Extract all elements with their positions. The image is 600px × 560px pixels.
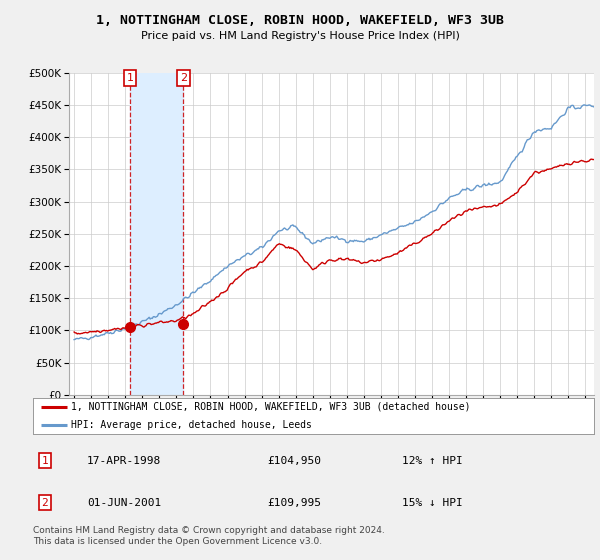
- Text: 15% ↓ HPI: 15% ↓ HPI: [402, 498, 463, 507]
- Text: 2: 2: [180, 73, 187, 83]
- Text: 2: 2: [41, 498, 49, 507]
- Text: Price paid vs. HM Land Registry's House Price Index (HPI): Price paid vs. HM Land Registry's House …: [140, 31, 460, 41]
- Text: 01-JUN-2001: 01-JUN-2001: [87, 498, 161, 507]
- Text: 1, NOTTINGHAM CLOSE, ROBIN HOOD, WAKEFIELD, WF3 3UB: 1, NOTTINGHAM CLOSE, ROBIN HOOD, WAKEFIE…: [96, 14, 504, 27]
- Text: £104,950: £104,950: [267, 456, 321, 465]
- Text: 17-APR-1998: 17-APR-1998: [87, 456, 161, 465]
- Text: £109,995: £109,995: [267, 498, 321, 507]
- Text: 1: 1: [127, 73, 134, 83]
- Text: Contains HM Land Registry data © Crown copyright and database right 2024.
This d: Contains HM Land Registry data © Crown c…: [33, 526, 385, 546]
- Text: 1: 1: [41, 456, 49, 465]
- Text: HPI: Average price, detached house, Leeds: HPI: Average price, detached house, Leed…: [71, 420, 312, 430]
- Bar: [130, 73, 184, 395]
- Text: 12% ↑ HPI: 12% ↑ HPI: [402, 456, 463, 465]
- Text: 1, NOTTINGHAM CLOSE, ROBIN HOOD, WAKEFIELD, WF3 3UB (detached house): 1, NOTTINGHAM CLOSE, ROBIN HOOD, WAKEFIE…: [71, 402, 470, 412]
